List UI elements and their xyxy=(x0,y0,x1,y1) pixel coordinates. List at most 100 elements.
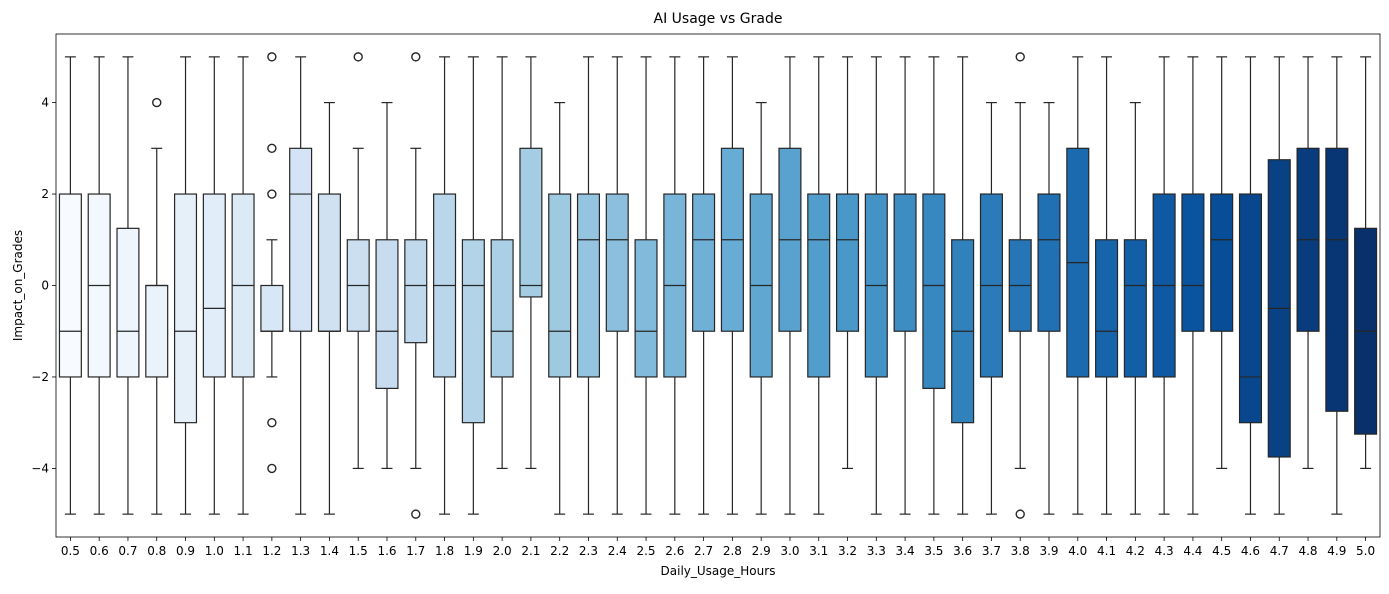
x-tick-label: 3.4 xyxy=(896,544,915,558)
x-tick-label: 2.3 xyxy=(579,544,598,558)
x-tick-label: 0.7 xyxy=(118,544,137,558)
outlier-point xyxy=(267,463,277,474)
box xyxy=(1238,193,1263,424)
x-tick-label: 0.8 xyxy=(147,544,166,558)
box-group xyxy=(58,56,82,515)
box xyxy=(548,193,572,378)
box xyxy=(1210,193,1234,332)
box-group xyxy=(116,56,140,515)
box xyxy=(58,193,82,378)
box-group xyxy=(1267,56,1291,515)
y-tick-label: −2 xyxy=(31,370,49,384)
box xyxy=(1181,193,1205,332)
x-tick-label: 1.5 xyxy=(349,544,368,558)
box-group xyxy=(1066,56,1090,515)
x-tick-label: 0.6 xyxy=(90,544,109,558)
box-group xyxy=(490,56,514,470)
outlier-point xyxy=(152,97,162,108)
x-tick-label: 3.6 xyxy=(953,544,972,558)
box-group xyxy=(749,101,773,515)
box-group xyxy=(922,56,946,515)
box-group xyxy=(461,56,485,515)
x-tick-label: 1.4 xyxy=(320,544,339,558)
box-group xyxy=(1152,56,1176,515)
x-tick-label: 4.7 xyxy=(1270,544,1289,558)
box xyxy=(605,193,629,332)
box-group xyxy=(433,56,457,515)
box xyxy=(835,193,860,332)
x-tick-label: 4.6 xyxy=(1241,544,1260,558)
box xyxy=(145,284,169,378)
box xyxy=(173,193,198,424)
x-tick-label: 3.7 xyxy=(982,544,1001,558)
box-group xyxy=(1123,101,1147,515)
box xyxy=(519,147,543,298)
x-tick-label: 1.2 xyxy=(262,544,281,558)
box xyxy=(375,239,399,389)
box xyxy=(1123,239,1147,378)
box-group xyxy=(519,56,543,470)
box-group xyxy=(692,56,716,515)
chart-title: AI Usage vs Grade xyxy=(654,11,783,27)
box xyxy=(490,239,514,378)
box xyxy=(289,147,313,332)
x-tick-label: 4.4 xyxy=(1183,544,1202,558)
y-tick-label: 2 xyxy=(41,187,49,201)
box xyxy=(317,193,341,332)
x-axis: 0.5 0.6 0.7 0.8 0.9 1.0 1.1 1.2 1.3 1.4 1.5 1.6 1.7 1… xyxy=(61,537,1375,558)
x-tick-label: 4.3 xyxy=(1155,544,1174,558)
box-group xyxy=(202,56,226,515)
box-group xyxy=(145,97,169,515)
x-tick-label: 3.2 xyxy=(838,544,857,558)
box-group xyxy=(720,56,744,515)
box xyxy=(893,193,917,332)
x-tick-label: 0.5 xyxy=(61,544,80,558)
box-group xyxy=(173,56,198,515)
x-tick-label: 2.8 xyxy=(723,544,742,558)
box-group xyxy=(1181,56,1205,515)
box xyxy=(634,239,658,378)
outlier-point xyxy=(1015,52,1025,62)
x-tick-label: 2.1 xyxy=(521,544,540,558)
outlier-point xyxy=(267,143,277,154)
x-tick-label: 2.7 xyxy=(694,544,713,558)
outlier-point xyxy=(353,52,363,62)
box-group xyxy=(634,56,658,515)
outlier-point xyxy=(411,52,421,62)
box-group xyxy=(375,101,399,470)
box xyxy=(1037,193,1061,332)
box-group xyxy=(1296,56,1320,470)
x-tick-label: 4.9 xyxy=(1327,544,1346,558)
x-tick-label: 4.5 xyxy=(1212,544,1231,558)
x-axis-label: Daily_Usage_Hours xyxy=(661,564,776,578)
x-tick-label: 1.3 xyxy=(291,544,310,558)
box-group xyxy=(864,56,888,515)
plot-area xyxy=(58,52,1378,519)
box-group xyxy=(778,56,802,515)
box-group xyxy=(548,101,572,515)
x-tick-label: 2.2 xyxy=(550,544,569,558)
y-tick-label: 0 xyxy=(41,279,49,293)
x-tick-label: 2.4 xyxy=(608,544,627,558)
x-tick-label: 3.9 xyxy=(1039,544,1058,558)
box-group xyxy=(404,52,428,519)
box-group xyxy=(260,52,284,474)
box xyxy=(202,193,226,378)
x-tick-label: 2.9 xyxy=(752,544,771,558)
x-tick-label: 3.3 xyxy=(867,544,886,558)
outlier-point xyxy=(1015,509,1025,519)
box-group xyxy=(87,56,111,515)
box xyxy=(922,193,946,389)
box xyxy=(1325,147,1349,412)
x-tick-label: 2.0 xyxy=(493,544,512,558)
box-group xyxy=(605,56,629,515)
x-tick-label: 4.2 xyxy=(1126,544,1145,558)
x-tick-label: 2.5 xyxy=(636,544,655,558)
box-group xyxy=(1210,56,1234,470)
x-tick-label: 4.0 xyxy=(1068,544,1087,558)
box-group xyxy=(1238,56,1263,515)
y-axis: −4 −2 0 2 4 xyxy=(31,96,56,475)
x-tick-label: 3.8 xyxy=(1011,544,1030,558)
box-group xyxy=(1008,52,1032,519)
